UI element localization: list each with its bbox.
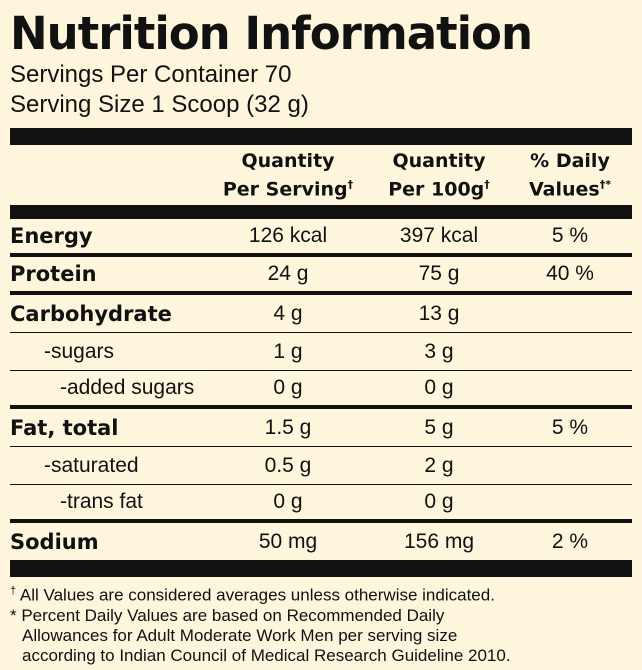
- footnote-daily-values-cont: according to Indian Council of Medical R…: [22, 645, 511, 665]
- per-serving-value: 126 kcal: [248, 224, 328, 247]
- table-row: -trans fat 0 g 0 g: [10, 485, 632, 523]
- nutrient-name: Sodium: [10, 529, 99, 554]
- table-row: Protein 24 g 75 g 40 %: [10, 257, 632, 295]
- footnote-averages: † All Values are considered averages unl…: [10, 585, 495, 605]
- header-per-100g: Quantity Per 100g†: [388, 149, 490, 201]
- per-100g-value: 75 g: [418, 262, 460, 285]
- per-100g-value: 2 g: [424, 453, 454, 477]
- nutrient-name: -added sugars: [60, 376, 195, 399]
- nutrient-name: -sugars: [44, 339, 115, 363]
- table-row: -sugars 1 g 3 g: [10, 333, 632, 371]
- daily-value: 5 %: [551, 415, 589, 439]
- dagger-star-mark: †*: [599, 177, 611, 191]
- per-serving-value: 0 g: [273, 376, 303, 399]
- footnote-daily-values: * Percent Daily Values are based on Reco…: [10, 605, 445, 625]
- per-serving-value: 0 g: [273, 490, 303, 513]
- nutrient-name: Carbohydrate: [10, 301, 172, 326]
- daily-value: 5 %: [551, 224, 589, 247]
- per-serving-value: 24 g: [267, 262, 309, 285]
- nutrient-name: Energy: [10, 224, 93, 248]
- panel-title: Nutrition Information: [10, 7, 533, 60]
- nutrient-name: Protein: [10, 262, 97, 286]
- per-serving-value: 0.5 g: [264, 453, 312, 477]
- table-row: Sodium 50 mg 156 mg 2 %: [10, 523, 632, 560]
- per-100g-value: 397 kcal: [399, 224, 479, 247]
- per-serving-value: 1 g: [273, 339, 303, 363]
- serving-size: Serving Size 1 Scoop (32 g): [10, 91, 309, 118]
- servings-per-container: Servings Per Container 70: [10, 61, 292, 88]
- per-100g-value: 3 g: [424, 339, 454, 363]
- nutrition-panel: Nutrition Information Servings Per Conta…: [10, 8, 632, 577]
- daily-value: 40 %: [546, 262, 594, 285]
- table-row: -saturated 0.5 g 2 g: [10, 447, 632, 485]
- daily-value: 2 %: [551, 529, 589, 553]
- header-per-serving: Quantity Per Serving†: [222, 149, 354, 201]
- table-row: Fat, total 1.5 g 5 g 5 %: [10, 409, 632, 447]
- dagger-mark: †: [347, 177, 354, 191]
- bottom-divider: [10, 560, 632, 577]
- per-100g-value: 0 g: [424, 376, 454, 399]
- per-serving-value: 4 g: [273, 301, 303, 325]
- per-100g-value: 0 g: [424, 490, 454, 513]
- header-divider: [10, 205, 632, 219]
- nutrient-name: -saturated: [44, 453, 139, 477]
- per-serving-value: 1.5 g: [264, 415, 312, 439]
- footnotes: † All Values are considered averages unl…: [10, 581, 632, 666]
- table-row: Energy 126 kcal 397 kcal 5 %: [10, 219, 632, 257]
- per-100g-value: 156 mg: [403, 529, 475, 553]
- table-row: -added sugars 0 g 0 g: [10, 371, 632, 409]
- top-divider: [10, 128, 632, 145]
- per-100g-value: 5 g: [424, 415, 454, 439]
- header-daily-values: % Daily Values†*: [529, 149, 611, 201]
- per-serving-value: 50 mg: [258, 529, 318, 553]
- header-row: Quantity Per Serving† Quantity Per 100g†…: [10, 145, 632, 205]
- table-row: Carbohydrate 4 g 13 g: [10, 295, 632, 333]
- nutrient-name: Fat, total: [10, 415, 119, 440]
- per-100g-value: 13 g: [418, 301, 460, 325]
- nutrient-name: -trans fat: [60, 490, 143, 513]
- dagger-mark: †: [484, 177, 490, 191]
- footnote-daily-values-cont: Allowances for Adult Moderate Work Men p…: [22, 625, 458, 645]
- dagger-mark: †: [10, 585, 17, 597]
